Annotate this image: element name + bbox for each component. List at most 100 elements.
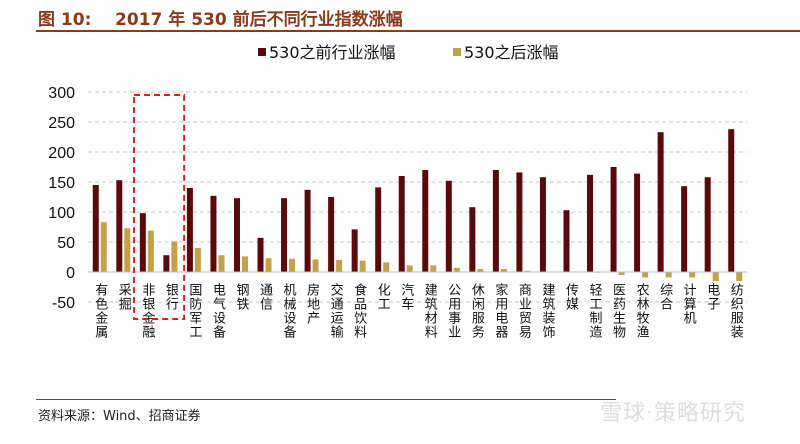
y-tick-label: 150 [48, 175, 75, 192]
bar-after [500, 269, 507, 272]
bar-before [704, 177, 711, 272]
bar-before [186, 188, 193, 272]
bar-before [398, 176, 405, 272]
y-tick-label: 100 [48, 205, 75, 222]
x-tick-label: 农林牧渔 [634, 283, 650, 339]
y-tick-label: 300 [48, 85, 75, 102]
x-tick-label: 计算机 [681, 283, 697, 325]
bar-after [171, 241, 178, 272]
bar-before [328, 197, 335, 272]
y-tick-label: 0 [66, 265, 75, 282]
bar-after [359, 260, 366, 272]
bar-after [665, 272, 672, 278]
bar-before [516, 172, 523, 272]
x-tick-label: 有色金属 [92, 283, 108, 339]
x-tick-label: 纺织服装 [728, 283, 744, 339]
bar-before [163, 255, 170, 272]
x-tick-label: 休闲服务 [469, 283, 485, 339]
bar-before [233, 198, 240, 272]
legend-label: 530之后涨幅 [464, 43, 559, 62]
bar-after [218, 255, 225, 272]
y-tick-label: 250 [48, 115, 75, 132]
bar-before [281, 198, 288, 272]
bar-after [289, 258, 296, 272]
bar-before [539, 177, 546, 272]
x-tick-label: 电子 [704, 283, 720, 311]
bar-after [618, 272, 625, 275]
bar-before [116, 180, 123, 272]
bar-before [210, 195, 217, 272]
source-note: 资料来源：Wind、招商证券 [38, 409, 201, 424]
bar-before [492, 170, 499, 272]
bar-before [257, 237, 264, 272]
y-tick-label: -50 [52, 295, 75, 312]
bar-after [524, 270, 531, 272]
bar-after [100, 222, 107, 272]
x-tick-label: 化工 [375, 283, 391, 311]
bar-after [430, 265, 437, 272]
title-divider [36, 30, 800, 32]
x-tick-label: 建筑材料 [422, 283, 438, 339]
bar-before [445, 180, 452, 272]
x-tick-label: 钢铁 [233, 283, 249, 311]
bar-before [375, 187, 382, 272]
bar-before [422, 170, 429, 272]
bar-before [610, 167, 617, 272]
x-tick-label: 房地产 [304, 282, 320, 325]
bar-before [304, 189, 311, 272]
y-tick-label: 200 [48, 145, 75, 162]
watermark: 雪球·策略研究 [600, 401, 746, 426]
bar-after [194, 248, 201, 272]
bar-before [139, 213, 146, 272]
x-tick-label: 商业贸易 [516, 283, 532, 339]
x-tick-label: 公用事业 [445, 283, 461, 339]
legend-label: 530之前行业涨幅 [269, 43, 396, 62]
x-tick-label: 通信 [257, 283, 273, 311]
x-tick-label: 国防军工 [186, 283, 202, 339]
bar-after [406, 265, 413, 272]
bar-before [634, 173, 641, 272]
x-tick-label: 非银金融 [139, 283, 155, 339]
bar-before [469, 207, 476, 272]
x-tick-label: 采掘 [116, 283, 132, 311]
bar-after [147, 230, 154, 272]
bar-after [712, 272, 719, 281]
bar-before [728, 129, 735, 272]
bar-before [92, 185, 99, 272]
legend-swatch [258, 48, 266, 56]
x-tick-label: 电气设备 [210, 283, 226, 339]
x-tick-label: 交通运输 [328, 282, 344, 339]
bar-after [383, 262, 390, 272]
x-tick-label: 医药生物 [610, 283, 626, 339]
bar-after [642, 272, 649, 278]
x-tick-label: 汽车 [398, 283, 414, 311]
bar-before [587, 174, 594, 272]
bar-before [563, 210, 570, 272]
footer-divider [36, 399, 616, 400]
bar-after [241, 256, 248, 272]
x-tick-label: 家用电器 [492, 282, 508, 339]
bar-after [336, 260, 343, 272]
x-tick-label: 建筑装饰 [539, 283, 555, 339]
bar-before [657, 132, 664, 272]
bar-after [265, 258, 272, 272]
bar-after [124, 228, 131, 272]
legend-swatch [453, 48, 461, 56]
bar-after [736, 272, 743, 281]
bar-after [477, 269, 484, 272]
figure-title: 图 10: 2017 年 530 前后不同行业指数涨幅 [38, 10, 403, 30]
x-tick-label: 银行 [163, 283, 179, 311]
bar-before [351, 229, 358, 272]
x-tick-label: 食品饮料 [351, 282, 367, 339]
bar-after [453, 267, 460, 272]
x-tick-label: 综合 [657, 283, 673, 311]
bar-after [312, 259, 319, 272]
x-tick-label: 传媒 [563, 283, 579, 311]
highlight-box [133, 94, 186, 320]
bar-before [681, 186, 688, 272]
y-tick-label: 50 [57, 235, 75, 252]
x-tick-label: 机械设备 [281, 283, 297, 339]
x-tick-label: 轻工制造 [587, 283, 603, 339]
bar-after [689, 272, 696, 278]
